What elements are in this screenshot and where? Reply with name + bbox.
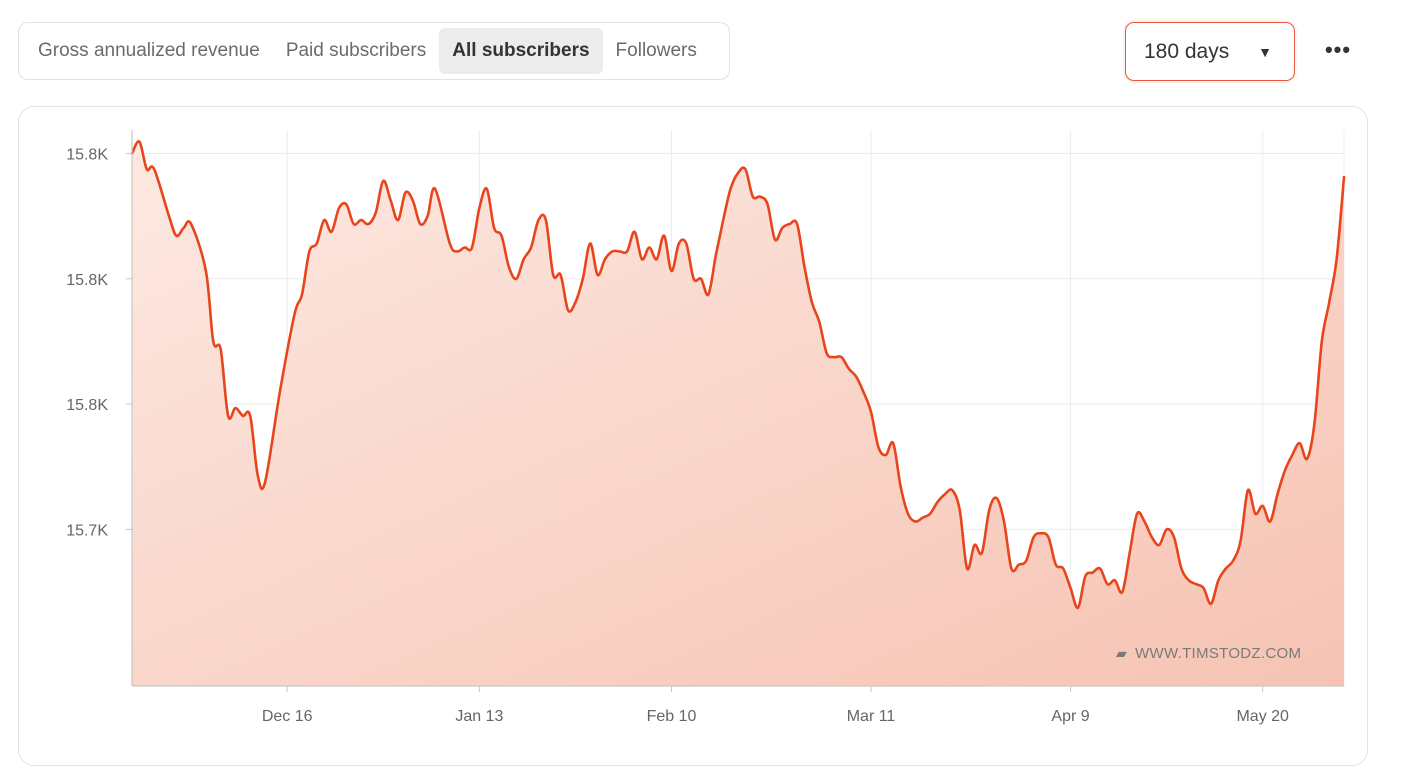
date-range-value: 180 days <box>1144 39 1230 63</box>
subscribers-area-chart: 15.8K 15.8K 15.8K 15.7K Dec 16 Jan 13 Feb 10 Ma… <box>66 130 1346 725</box>
tab-all-subscribers[interactable]: All subscribers <box>439 28 603 74</box>
triangle-down-icon: ▼ <box>1258 43 1272 60</box>
y-tick-label: 15.8K <box>66 397 108 414</box>
tab-followers[interactable]: Followers <box>615 40 697 61</box>
x-tick-label: May 20 <box>1236 708 1289 725</box>
metric-tabs: Gross annualized revenue Paid subscriber… <box>18 22 730 80</box>
series-area-fill <box>132 141 1344 686</box>
date-range-select[interactable]: 180 days ▼ <box>1125 22 1295 81</box>
x-tick-label: Feb 10 <box>647 708 697 725</box>
tab-gross-annualized-revenue[interactable]: Gross annualized revenue <box>38 40 260 61</box>
series-line <box>130 140 1346 610</box>
watermark-text: WWW.TIMSTODZ.COM <box>1135 645 1302 662</box>
tab-paid-subscribers[interactable]: Paid subscribers <box>285 40 427 61</box>
x-tick-label: Dec 16 <box>262 708 313 725</box>
y-tick-label: 15.7K <box>66 522 108 539</box>
y-tick-label: 15.8K <box>66 272 108 289</box>
more-options-button[interactable]: ••• <box>1318 30 1358 70</box>
x-tick-label: Jan 13 <box>455 708 503 725</box>
x-tick-label: Mar 11 <box>847 708 896 725</box>
watermark: ▰ WWW.TIMSTODZ.COM <box>1116 645 1301 662</box>
more-horizontal-icon: ••• <box>1324 37 1352 62</box>
bookmark-icon: ▰ <box>1116 645 1128 661</box>
y-tick-label: 15.8K <box>66 146 108 163</box>
x-tick-label: Apr 9 <box>1051 708 1089 725</box>
